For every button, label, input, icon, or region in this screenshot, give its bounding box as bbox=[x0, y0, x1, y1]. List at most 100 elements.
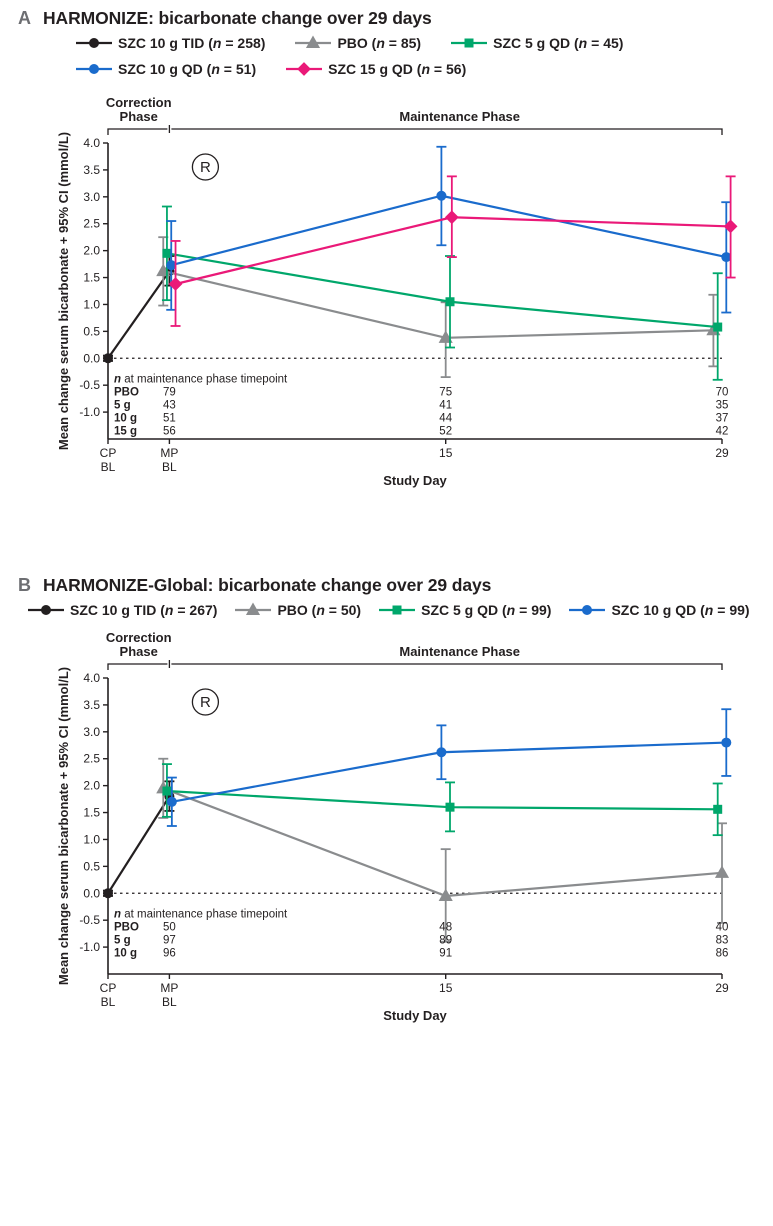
svg-text:BL: BL bbox=[101, 460, 116, 474]
panel-b-letter: B bbox=[18, 575, 31, 596]
panel-a-title: HARMONIZE: bicarbonate change over 29 da… bbox=[43, 8, 432, 29]
svg-text:MP: MP bbox=[160, 446, 178, 460]
svg-text:37: 37 bbox=[716, 412, 729, 424]
circle-icon bbox=[28, 602, 64, 618]
panel-a-legend: SZC 10 g TID (n = 258) PBO (n = 85) SZC 5 … bbox=[18, 35, 755, 83]
svg-text:Study Day: Study Day bbox=[383, 1008, 447, 1023]
svg-text:CP: CP bbox=[100, 446, 117, 460]
legend-item-g5: SZC 5 g QD (n = 99) bbox=[379, 602, 551, 618]
svg-text:2.0: 2.0 bbox=[83, 779, 100, 793]
panel-b-header: B HARMONIZE-Global: bicarbonate change o… bbox=[18, 575, 755, 596]
svg-text:Mean change serum bicarbonate: Mean change serum bicarbonate + 95% CI (… bbox=[56, 132, 71, 450]
svg-text:Phase: Phase bbox=[120, 644, 158, 659]
svg-text:29: 29 bbox=[715, 446, 729, 460]
svg-text:1.5: 1.5 bbox=[83, 271, 100, 285]
svg-text:91: 91 bbox=[439, 947, 452, 959]
svg-text:10 g: 10 g bbox=[114, 412, 137, 424]
svg-text:BL: BL bbox=[162, 995, 177, 1009]
legend-label: SZC 5 g QD (n = 45) bbox=[493, 35, 623, 51]
svg-text:PBO: PBO bbox=[114, 921, 139, 933]
circle-icon bbox=[76, 35, 112, 51]
svg-text:-0.5: -0.5 bbox=[79, 913, 100, 927]
panel-b-chart-wrap: CorrectionPhaseMaintenance PhaseR-1.0-0.… bbox=[50, 626, 755, 1096]
legend-item-g10: SZC 10 g QD (n = 51) bbox=[76, 61, 256, 77]
svg-text:2.5: 2.5 bbox=[83, 217, 100, 231]
svg-text:PBO: PBO bbox=[114, 386, 139, 398]
svg-text:BL: BL bbox=[101, 995, 116, 1009]
legend-item-pbo: PBO (n = 50) bbox=[235, 602, 361, 618]
svg-text:2.5: 2.5 bbox=[83, 752, 100, 766]
panel-a-header: A HARMONIZE: bicarbonate change over 29 … bbox=[18, 8, 755, 29]
triangle-icon bbox=[295, 35, 331, 51]
svg-text:BL: BL bbox=[162, 460, 177, 474]
legend-label: SZC 10 g TID (n = 258) bbox=[118, 35, 265, 51]
legend-item-pbo: PBO (n = 85) bbox=[295, 35, 421, 51]
triangle-icon bbox=[235, 602, 271, 618]
series-pbo bbox=[156, 237, 720, 377]
legend-label: PBO (n = 85) bbox=[337, 35, 421, 51]
legend-label: SZC 10 g QD (n = 99) bbox=[611, 602, 749, 618]
svg-text:2.0: 2.0 bbox=[83, 244, 100, 258]
svg-text:4.0: 4.0 bbox=[83, 136, 100, 150]
diamond-icon bbox=[286, 61, 322, 77]
svg-text:0.5: 0.5 bbox=[83, 324, 100, 338]
legend-label: SZC 5 g QD (n = 99) bbox=[421, 602, 551, 618]
svg-text:29: 29 bbox=[715, 981, 729, 995]
svg-text:56: 56 bbox=[163, 425, 176, 437]
legend-label: PBO (n = 50) bbox=[277, 602, 361, 618]
panel-b-title: HARMONIZE-Global: bicarbonate change ove… bbox=[43, 575, 491, 596]
svg-text:75: 75 bbox=[439, 386, 452, 398]
svg-text:R: R bbox=[200, 694, 211, 711]
svg-text:41: 41 bbox=[439, 399, 452, 411]
svg-text:96: 96 bbox=[163, 947, 176, 959]
legend-item-g5: SZC 5 g QD (n = 45) bbox=[451, 35, 623, 51]
svg-text:5 g: 5 g bbox=[114, 934, 131, 946]
svg-text:Phase: Phase bbox=[120, 109, 158, 124]
svg-text:n at maintenance phase timepoi: n at maintenance phase timepoint bbox=[114, 373, 288, 385]
panel-a: A HARMONIZE: bicarbonate change over 29 … bbox=[18, 8, 755, 561]
svg-text:1.0: 1.0 bbox=[83, 832, 100, 846]
svg-text:86: 86 bbox=[716, 947, 729, 959]
series-g5 bbox=[162, 764, 723, 835]
svg-text:0.0: 0.0 bbox=[83, 351, 100, 365]
svg-text:0.5: 0.5 bbox=[83, 859, 100, 873]
svg-text:97: 97 bbox=[163, 934, 176, 946]
svg-text:n at maintenance phase timepoi: n at maintenance phase timepoint bbox=[114, 908, 288, 920]
svg-text:15 g: 15 g bbox=[114, 425, 137, 437]
svg-text:MP: MP bbox=[160, 981, 178, 995]
svg-text:43: 43 bbox=[163, 399, 176, 411]
legend-item-g10: SZC 10 g QD (n = 99) bbox=[569, 602, 749, 618]
svg-text:-1.0: -1.0 bbox=[79, 405, 100, 419]
svg-text:70: 70 bbox=[716, 386, 729, 398]
svg-text:1.0: 1.0 bbox=[83, 297, 100, 311]
svg-text:15: 15 bbox=[439, 446, 453, 460]
svg-text:83: 83 bbox=[716, 934, 729, 946]
legend-label: SZC 10 g QD (n = 51) bbox=[118, 61, 256, 77]
circle-icon bbox=[76, 61, 112, 77]
svg-text:-0.5: -0.5 bbox=[79, 378, 100, 392]
svg-text:Mean change serum bicarbonate: Mean change serum bicarbonate + 95% CI (… bbox=[56, 667, 71, 985]
svg-text:4.0: 4.0 bbox=[83, 671, 100, 685]
svg-text:35: 35 bbox=[716, 399, 729, 411]
legend-label: SZC 15 g QD (n = 56) bbox=[328, 61, 466, 77]
svg-text:Maintenance Phase: Maintenance Phase bbox=[399, 109, 520, 124]
panel-a-chart-wrap: CorrectionPhase Maintenance Phase R -1.0 -0.… bbox=[50, 91, 755, 561]
panel-a-letter: A bbox=[18, 8, 31, 29]
svg-text:Maintenance Phase: Maintenance Phase bbox=[399, 644, 520, 659]
svg-text:10 g: 10 g bbox=[114, 947, 137, 959]
legend-label: SZC 10 g TID (n = 267) bbox=[70, 602, 217, 618]
series-g5 bbox=[162, 207, 723, 380]
svg-text:0.0: 0.0 bbox=[83, 886, 100, 900]
square-icon bbox=[451, 35, 487, 51]
svg-text:48: 48 bbox=[439, 921, 452, 933]
svg-text:3.5: 3.5 bbox=[83, 698, 100, 712]
svg-text:Correction: Correction bbox=[106, 95, 172, 110]
svg-text:R: R bbox=[200, 159, 211, 176]
svg-text:52: 52 bbox=[439, 425, 452, 437]
svg-text:89: 89 bbox=[439, 934, 452, 946]
panel-b-chart: CorrectionPhaseMaintenance PhaseR-1.0-0.… bbox=[50, 626, 750, 1104]
square-icon bbox=[379, 602, 415, 618]
svg-text:1.5: 1.5 bbox=[83, 806, 100, 820]
panel-a-chart: CorrectionPhase Maintenance Phase R -1.0 -0.… bbox=[50, 91, 750, 569]
legend-item-tid: SZC 10 g TID (n = 258) bbox=[76, 35, 265, 51]
